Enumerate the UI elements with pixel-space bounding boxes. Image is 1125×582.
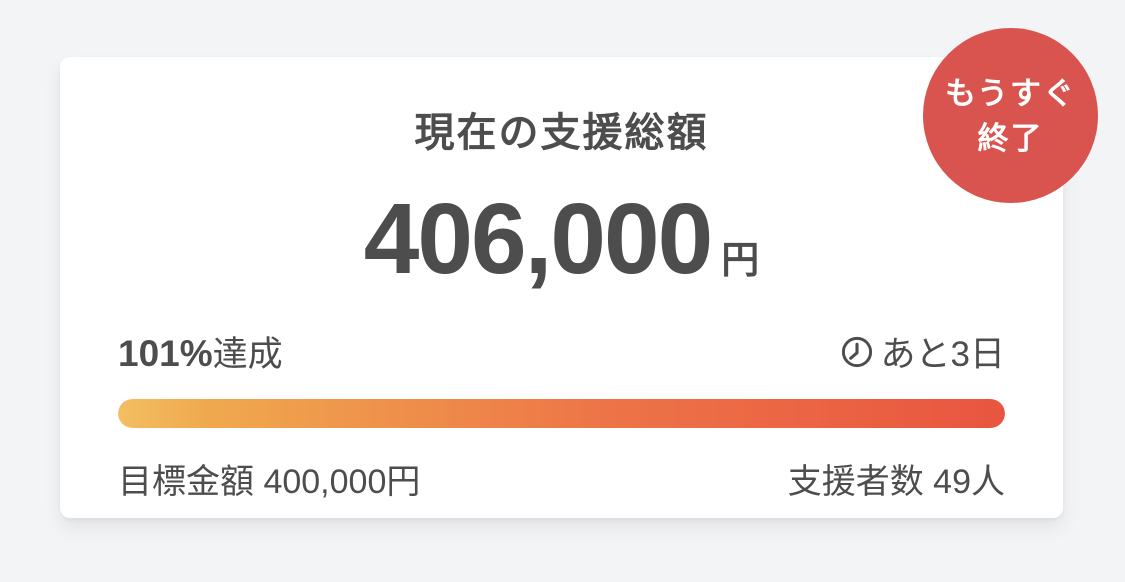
- total-amount-value: 406,000: [363, 183, 713, 295]
- achievement-text: 101%達成: [118, 326, 283, 377]
- achievement-percent: 101%: [118, 333, 213, 374]
- days-left-label: あと3日: [880, 335, 1005, 374]
- ending-soon-badge-line1: もうすぐ: [944, 75, 1077, 111]
- clock-icon: [841, 336, 872, 367]
- card-title: 現在の支援総額: [414, 111, 709, 155]
- progress-bar: [118, 399, 1005, 428]
- days-left: あと3日: [840, 326, 1005, 377]
- goal-amount-label: 目標金額: [118, 463, 254, 501]
- goal-amount: 目標金額 400,000円: [118, 454, 420, 503]
- supporters-count: 支援者数 49人: [788, 454, 1005, 503]
- support-summary-card: 現在の支援総額 406,000 円 101%達成 あと3日 目標金額 400,0…: [60, 57, 1063, 518]
- progress-bar-fill: [118, 399, 1005, 428]
- ending-soon-badge-line2: 終了: [977, 120, 1044, 156]
- supporters-count-label: 支援者数: [787, 463, 924, 501]
- total-amount: 406,000 円: [118, 187, 1005, 292]
- bottom-row: 目標金額 400,000円 支援者数 49人: [118, 454, 1005, 503]
- total-amount-unit: 円: [721, 240, 760, 282]
- goal-amount-value: 400,000円: [263, 463, 421, 501]
- ending-soon-badge: もうすぐ 終了: [923, 28, 1098, 203]
- stats-row: 101%達成 あと3日: [118, 326, 1005, 377]
- achievement-label: 達成: [212, 335, 283, 374]
- supporters-count-value: 49人: [933, 463, 1005, 501]
